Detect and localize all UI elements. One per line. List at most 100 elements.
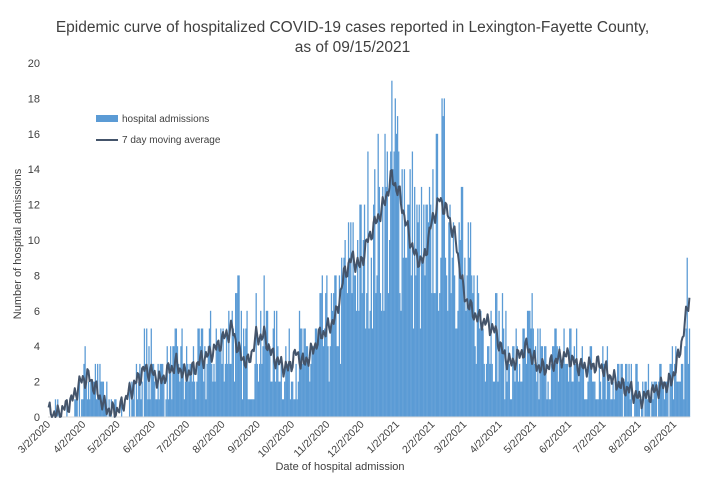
admission-bar	[495, 293, 497, 417]
admission-bar	[676, 381, 678, 417]
admission-bar	[359, 204, 361, 417]
admission-bar	[491, 363, 493, 417]
admission-bar	[567, 381, 570, 417]
admission-bar	[305, 346, 307, 417]
admission-bar	[515, 328, 517, 417]
admission-bar	[474, 346, 476, 417]
admission-bar	[159, 363, 162, 417]
admission-bar	[589, 346, 591, 417]
admission-bar	[444, 257, 447, 417]
admission-bar	[255, 293, 257, 417]
admission-bar	[507, 346, 509, 417]
admission-bar	[452, 222, 455, 417]
admission-bar	[350, 222, 352, 417]
admission-bar	[417, 222, 419, 417]
admission-bar	[93, 381, 95, 417]
admission-bar	[304, 328, 306, 417]
x-tick-label: 10/2/2020	[256, 419, 298, 461]
admission-bar	[409, 169, 411, 417]
admission-bar	[579, 363, 581, 417]
admission-bar	[180, 346, 182, 417]
admission-bar	[501, 293, 504, 417]
admission-bar	[595, 399, 597, 417]
admission-bar	[208, 328, 211, 417]
admission-bar	[617, 363, 619, 417]
admission-bar	[120, 399, 123, 417]
admission-bar	[562, 363, 564, 417]
admission-bar	[135, 363, 138, 417]
admission-bar	[596, 399, 598, 417]
admission-bar	[440, 257, 442, 417]
admission-bar	[228, 310, 230, 417]
admission-bar	[425, 204, 427, 417]
x-tick-label: 8/2/2021	[606, 419, 643, 456]
admission-bar	[556, 346, 558, 417]
admission-bar	[78, 381, 81, 417]
admission-bar	[502, 328, 505, 417]
admission-bar	[370, 257, 372, 417]
admission-bar	[560, 363, 562, 417]
admission-bar	[178, 363, 180, 417]
admission-bar	[325, 293, 327, 417]
admission-bar	[553, 346, 555, 417]
admission-bar	[533, 363, 536, 417]
admission-bar	[391, 80, 393, 417]
admission-bar	[664, 381, 667, 417]
admission-bar	[241, 399, 244, 417]
admission-bar	[406, 257, 408, 417]
admission-bar	[256, 363, 258, 417]
admission-bar	[517, 381, 520, 417]
admission-bar	[441, 98, 443, 418]
admission-bar	[92, 381, 94, 417]
admission-bar	[481, 328, 483, 417]
admission-bar	[271, 381, 273, 417]
legend-swatch-admissions	[96, 115, 118, 122]
admission-bar	[433, 293, 435, 417]
admission-bar	[355, 310, 358, 417]
admission-bar	[614, 381, 617, 417]
admission-bar	[634, 399, 636, 417]
admission-bar	[388, 240, 391, 417]
admission-bar	[363, 204, 366, 417]
admission-bar	[352, 222, 354, 417]
x-tick-label: 3/2/2020	[16, 419, 53, 456]
admission-bar	[590, 346, 593, 417]
admission-bar	[549, 399, 552, 417]
admission-bar	[472, 293, 474, 417]
admission-bar	[328, 381, 330, 417]
admission-bar	[101, 381, 103, 417]
admission-bar	[687, 363, 690, 417]
admission-bar	[383, 310, 385, 417]
admission-bar	[207, 346, 209, 417]
admission-bar	[645, 381, 647, 417]
chart-title: Epidemic curve of hospitalized COVID-19 …	[55, 19, 650, 36]
admission-bar	[201, 328, 204, 417]
admission-bar	[619, 381, 621, 417]
admission-bar	[480, 310, 482, 417]
y-axis: 0 2 4 6 8 10 12 14 16 18 20	[28, 58, 40, 424]
y-tick-label: 18	[28, 93, 40, 105]
admission-bar	[552, 346, 554, 417]
admission-bar	[434, 293, 436, 417]
admission-bar	[139, 363, 141, 417]
admission-bar	[329, 346, 331, 417]
admission-bar	[133, 381, 135, 417]
x-tick-label: 4/2/2020	[51, 419, 88, 456]
admission-bar	[520, 381, 522, 417]
admission-bar	[172, 346, 174, 417]
admission-bar	[378, 186, 380, 417]
admission-bar	[361, 293, 363, 417]
admission-bar	[458, 222, 460, 417]
admission-bar	[611, 399, 613, 417]
admission-bar	[609, 381, 611, 417]
admission-bar	[160, 363, 163, 417]
admission-bar	[212, 381, 214, 417]
admission-bar	[368, 328, 370, 417]
admission-bar	[602, 346, 604, 417]
admission-bar	[532, 328, 534, 417]
admission-bar	[587, 381, 589, 417]
admission-bar	[265, 310, 268, 417]
admission-bar	[620, 363, 622, 417]
admission-bar	[254, 363, 256, 417]
